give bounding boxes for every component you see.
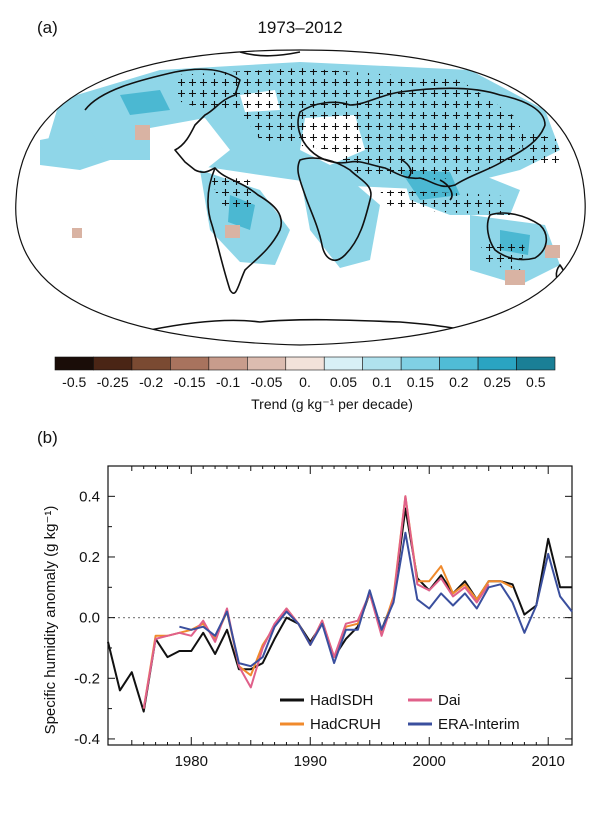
colorbar-tick-label: 0.5: [526, 374, 546, 390]
colorbar-label: Trend (g kg⁻¹ per decade): [251, 396, 413, 412]
trend-cells-negative: [72, 125, 560, 285]
colorbar-swatch: [477, 356, 517, 371]
panel-b-label: (b): [37, 428, 58, 447]
colorbar-tick-label: -0.05: [251, 374, 283, 390]
colorbar-tick-label: 0.15: [407, 374, 434, 390]
y-tick-label: 0.0: [79, 610, 100, 627]
series-line-era-interim: [179, 531, 573, 668]
colorbar-tick-label: -0.1: [216, 374, 240, 390]
x-tick-label: 1990: [294, 753, 327, 770]
colorbar: -0.5 -0.25 -0.2 -0.15 -0.1 -0.05 0. 0.05 0.1 0.15…: [54, 356, 556, 390]
panel-a-label: (a): [37, 18, 58, 37]
x-tick-label: 2000: [413, 753, 446, 770]
trend-map: -0.5 -0.25 -0.2 -0.15 -0.1 -0.05 0. 0.05 0.1 0.15…: [15, 49, 586, 412]
colorbar-tick-label: -0.2: [139, 374, 163, 390]
legend-entry: HadISDH: [310, 692, 373, 709]
y-tick-label: 0.4: [79, 488, 100, 505]
map-title: 1973–2012: [257, 18, 343, 37]
colorbar-swatch: [285, 356, 325, 371]
colorbar-tick-label: 0.05: [330, 374, 357, 390]
colorbar-tick-label: 0.1: [372, 374, 392, 390]
colorbar-swatch: [93, 356, 133, 371]
colorbar-swatch: [323, 356, 363, 371]
x-tick-label: 2010: [532, 753, 565, 770]
x-tick-label: 1980: [175, 753, 208, 770]
legend-entry: Dai: [438, 692, 461, 709]
colorbar-tick-label: -0.15: [174, 374, 206, 390]
significance-markers: [175, 68, 560, 270]
y-tick-label: -0.2: [74, 670, 100, 687]
colorbar-swatch: [362, 356, 402, 371]
legend-entry: ERA-Interim: [438, 716, 520, 733]
plot-frame: [107, 465, 573, 746]
chart-plot-area: -0.4 -0.2 0.0 0.2 0.4 1980 1990 2000 2010 HadISDH…: [74, 465, 573, 770]
series-line-hadisdh: [107, 507, 572, 713]
colorbar-tick-label: 0.: [299, 374, 311, 390]
y-tick-label: 0.2: [79, 549, 100, 566]
y-tick-label: -0.4: [74, 731, 100, 748]
colorbar-swatch: [247, 356, 287, 371]
map-body: [15, 50, 586, 345]
legend-entry: HadCRUH: [310, 716, 381, 733]
continent-outlines: [84, 51, 567, 336]
colorbar-tick-label: 0.25: [484, 374, 511, 390]
colorbar-swatch: [400, 356, 440, 371]
colorbar-swatch: [516, 356, 556, 371]
colorbar-swatch: [439, 356, 479, 371]
colorbar-swatch: [170, 356, 210, 371]
colorbar-tick-label: -0.25: [97, 374, 129, 390]
map-frame: [15, 49, 586, 346]
colorbar-swatch: [54, 356, 94, 371]
y-axis-label: Specific humidity anomaly (g kg⁻¹): [42, 506, 59, 735]
colorbar-swatch: [131, 356, 171, 371]
colorbar-tick-label: 0.2: [449, 374, 469, 390]
series-line-hadcruh: [142, 495, 513, 709]
series-line-dai: [142, 495, 490, 709]
colorbar-tick-label: -0.5: [62, 374, 86, 390]
colorbar-swatch: [208, 356, 248, 371]
